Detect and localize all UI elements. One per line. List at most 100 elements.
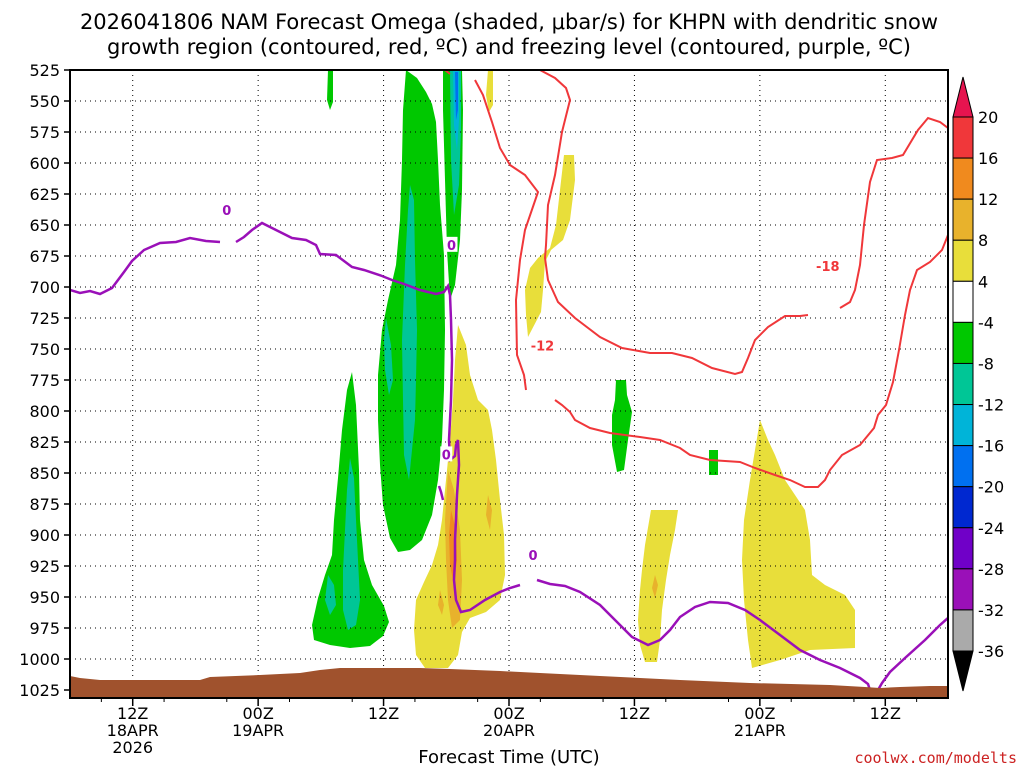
omega-orange-region	[438, 590, 444, 615]
y-tick-label: 875	[29, 495, 60, 514]
colorbar-segment	[952, 404, 974, 447]
terrain-fill	[70, 668, 948, 698]
y-tick-label: 625	[29, 185, 60, 204]
x-tick-label: 21APR	[734, 721, 786, 740]
omega-orange-region	[486, 495, 492, 530]
omega-green-region	[709, 450, 718, 475]
colorbar-segment	[952, 116, 974, 159]
omega-orange-region	[652, 575, 658, 598]
x-tick-label: 12Z	[117, 704, 148, 723]
contour-label-background	[528, 337, 557, 353]
y-axis: 525 550 575 600 625 650 675 700 725 750 775 800 825 8…	[19, 61, 70, 700]
y-tick-label: 800	[29, 402, 60, 421]
colorbar-label: -36	[978, 642, 1004, 661]
colorbar-label: -12	[978, 396, 1004, 415]
x-tick-label: 2026	[112, 738, 153, 757]
freezing-level-contour	[437, 485, 445, 501]
colorbar-segment	[952, 280, 974, 323]
y-tick-label: 975	[29, 619, 60, 638]
colorbar-segment	[952, 445, 974, 488]
freezing-level-contour	[70, 221, 948, 692]
colorbar-segment	[952, 568, 974, 611]
x-tick-label: 00Z	[242, 704, 273, 723]
colorbar-segment	[952, 486, 974, 529]
omega-teal-core	[325, 575, 336, 615]
omega-teal-core	[343, 458, 360, 630]
credit-text: coolwx.com/modelts	[854, 749, 1017, 767]
colorbar-segment	[952, 609, 974, 652]
colorbar-label: 4	[978, 272, 988, 291]
chart-title-line1: 2026041806 NAM Forecast Omega (shaded, μ…	[80, 10, 938, 34]
x-tick-label: 12Z	[619, 704, 650, 723]
y-tick-label: 1000	[19, 650, 60, 669]
colorbar-label: 12	[978, 190, 998, 209]
omega-yellow-region	[486, 70, 493, 112]
colorbar-segment	[952, 321, 974, 364]
colorbar-label: 20	[978, 108, 998, 127]
colorbar-bottom-arrow	[952, 650, 974, 692]
colorbar-top-arrow	[952, 76, 974, 118]
contour-label-background	[440, 446, 453, 462]
y-tick-label: 925	[29, 557, 60, 576]
colorbar-label: -24	[978, 519, 1004, 538]
omega-blue-core	[455, 72, 458, 120]
colorbar-label: 8	[978, 231, 988, 250]
omega-teal-core	[384, 318, 393, 395]
colorbar-segment	[952, 157, 974, 200]
colorbar-segment	[952, 362, 974, 406]
y-tick-label: 600	[29, 154, 60, 173]
y-tick-label: 775	[29, 371, 60, 390]
contour-label: -12	[531, 339, 555, 354]
y-tick-label: 550	[29, 92, 60, 111]
omega-yellow-region	[414, 325, 505, 668]
contour-label: 0	[222, 204, 231, 219]
contour-labels: 0 0 0 0 -12 -18	[220, 202, 842, 564]
colorbar: 20 16 12 8 4 -4 -8 -12 -16 -20 -24 -28 -32 -36	[952, 76, 1004, 692]
omega-yellow-region	[638, 510, 678, 662]
y-tick-label: 850	[29, 464, 60, 483]
colorbar-segment	[952, 527, 974, 570]
omega-teal-core	[402, 185, 417, 480]
x-tick-label: 12Z	[870, 704, 901, 723]
omega-yellow-region	[742, 420, 855, 668]
y-tick-label: 1025	[19, 681, 60, 700]
colorbar-label: -16	[978, 437, 1004, 456]
x-tick-label: 00Z	[493, 704, 524, 723]
contour-label: 0	[442, 448, 451, 463]
contour-label: 0	[447, 239, 456, 254]
y-tick-label: 950	[29, 588, 60, 607]
contour-label-background	[445, 236, 458, 252]
colorbar-label: -4	[978, 313, 994, 332]
x-tick-label: 19APR	[232, 721, 284, 740]
colorbar-label: -28	[978, 560, 1004, 579]
colorbar-label: -20	[978, 478, 1004, 497]
contour-label-background	[813, 257, 842, 273]
y-tick-label: 725	[29, 309, 60, 328]
colorbar-segment	[952, 239, 974, 282]
colorbar-label: 16	[978, 149, 998, 168]
x-tick-label: 18APR	[107, 721, 159, 740]
colorbar-segment	[952, 198, 974, 241]
contour-label: -18	[816, 260, 840, 275]
chart-title-line2: growth region (contoured, red, ºC) and f…	[107, 35, 911, 59]
x-tick-label: 20APR	[483, 721, 535, 740]
y-tick-label: 825	[29, 433, 60, 452]
y-tick-label: 675	[29, 247, 60, 266]
y-tick-label: 575	[29, 123, 60, 142]
colorbar-label: -32	[978, 601, 1004, 620]
omega-green-region	[327, 70, 333, 110]
dendritic-contour-minus18	[539, 70, 948, 376]
x-axis-label: Forecast Time (UTC)	[418, 747, 599, 768]
plot-area	[70, 70, 948, 698]
omega-yellow-region	[525, 155, 575, 337]
y-tick-label: 750	[29, 340, 60, 359]
x-tick-label: 12Z	[368, 704, 399, 723]
y-tick-label: 900	[29, 526, 60, 545]
omega-green-region	[612, 380, 632, 472]
contour-label: 0	[529, 549, 538, 564]
y-tick-label: 525	[29, 61, 60, 80]
contour-label-background	[220, 202, 233, 218]
contour-label-background	[527, 546, 540, 562]
